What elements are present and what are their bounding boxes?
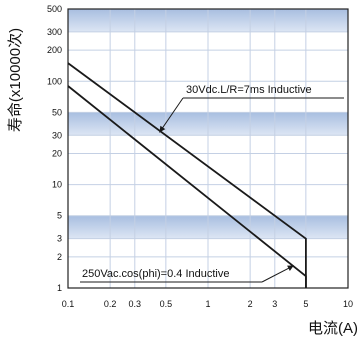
- y-tick-labels: 1 2 3 5 10 20 30 50 100 200 300 500: [47, 4, 62, 293]
- annotation-label-0: 30Vdc.L/R=7ms Inductive: [186, 84, 312, 96]
- y-tick-label-9: 200: [47, 45, 62, 55]
- y-tick-label-8: 100: [47, 76, 62, 86]
- y-tick-label-6: 30: [52, 130, 62, 140]
- annotations: 30Vdc.L/R=7ms Inductive 250Vac.cos(phi)=0…: [80, 84, 344, 283]
- y-tick-label-7: 50: [52, 107, 62, 117]
- plot-frame: [67, 8, 349, 289]
- x-tick-label-6: 3: [272, 299, 277, 309]
- annotation-arrowhead-0: [159, 125, 166, 133]
- plot-border: [67, 8, 349, 289]
- y-tick-label-0: 1: [57, 283, 62, 293]
- x-tick-label-5: 2: [248, 299, 253, 309]
- x-tick-label-2: 0.3: [129, 299, 142, 309]
- y-tick-label-5: 20: [52, 149, 62, 159]
- x-axis-title: 电流(A): [308, 320, 358, 337]
- annotation-leader-0: [159, 97, 184, 133]
- x-tick-labels: 0.1 0.2 0.3 0.5 1 2 3 5 10: [62, 299, 353, 309]
- x-tick-label-3: 0.5: [160, 299, 173, 309]
- x-tick-label-1: 0.2: [104, 299, 117, 309]
- x-tick-label-7: 5: [303, 299, 308, 309]
- y-tick-label-1: 2: [57, 252, 62, 262]
- series-line-0: [67, 62, 307, 288]
- x-tick-label-0: 0.1: [62, 299, 75, 309]
- series-lines: [67, 62, 307, 288]
- y-tick-label-10: 300: [47, 27, 62, 37]
- y-tick-label-4: 10: [52, 180, 62, 190]
- annotation-label-1: 250Vac.cos(phi)=0.4 Inductive: [82, 268, 229, 280]
- annotation-arrowhead-1: [287, 265, 294, 271]
- y-tick-label-11: 500: [47, 4, 62, 14]
- x-tick-label-8: 10: [343, 299, 353, 309]
- series-line-1: [67, 85, 307, 288]
- y-axis-title: 寿命(x10000次): [6, 28, 24, 132]
- x-tick-label-4: 1: [205, 299, 210, 309]
- y-tick-label-2: 3: [57, 234, 62, 244]
- y-tick-label-3: 5: [57, 211, 62, 221]
